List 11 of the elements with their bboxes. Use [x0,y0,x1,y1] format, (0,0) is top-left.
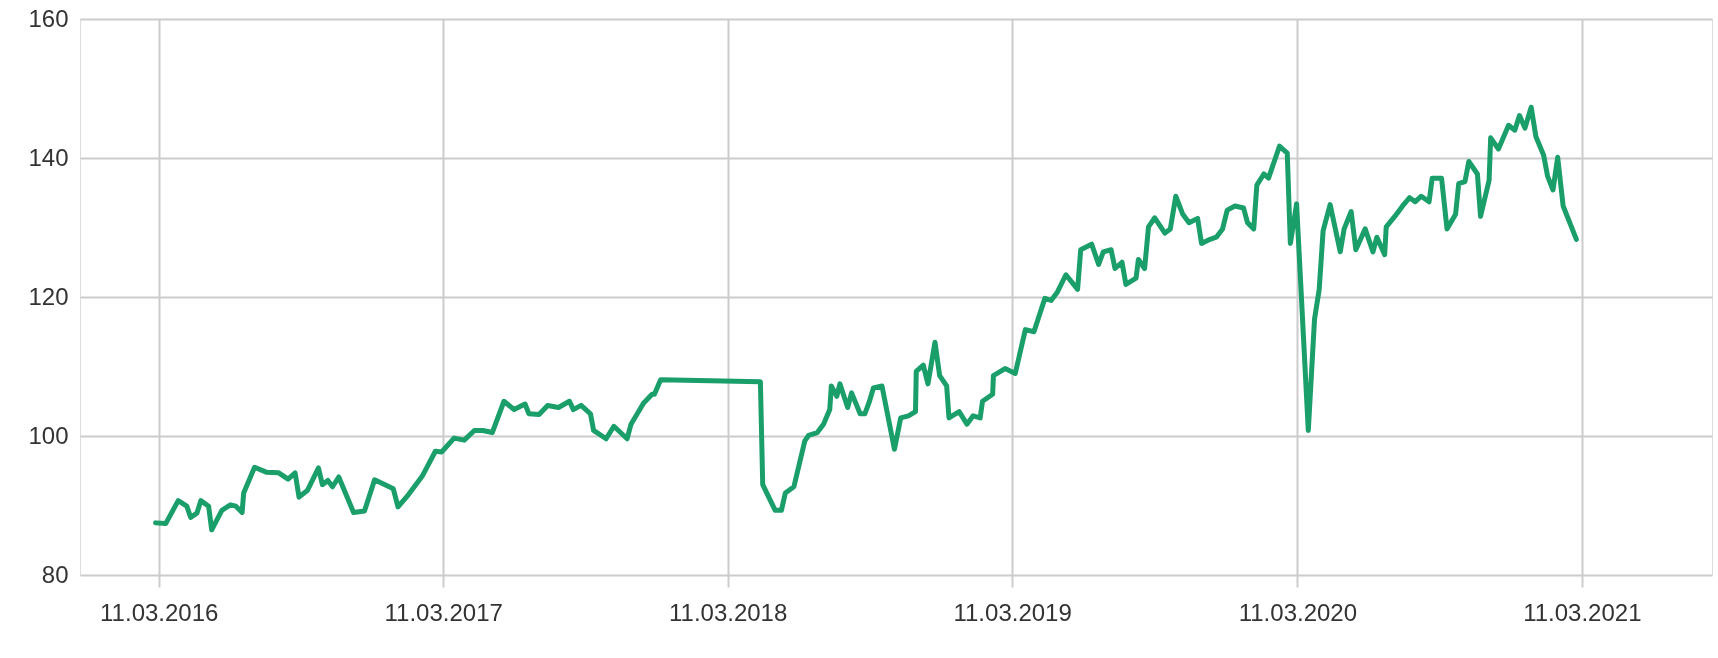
y-tick-label: 100 [28,421,69,449]
x-tick-label: 11.03.2020 [1238,598,1358,626]
y-tick-label: 120 [28,282,69,310]
x-tick-label: 11.03.2019 [953,598,1072,626]
x-tick-label: 11.03.2016 [100,598,219,626]
x-tick-label: 11.03.2018 [668,598,788,626]
x-tick-label: 11.03.2017 [384,598,503,626]
y-tick-label: 160 [28,4,69,32]
y-tick-label: 80 [41,560,69,588]
x-tick-label: 11.03.2021 [1523,598,1642,626]
y-tick-label: 140 [28,143,69,171]
